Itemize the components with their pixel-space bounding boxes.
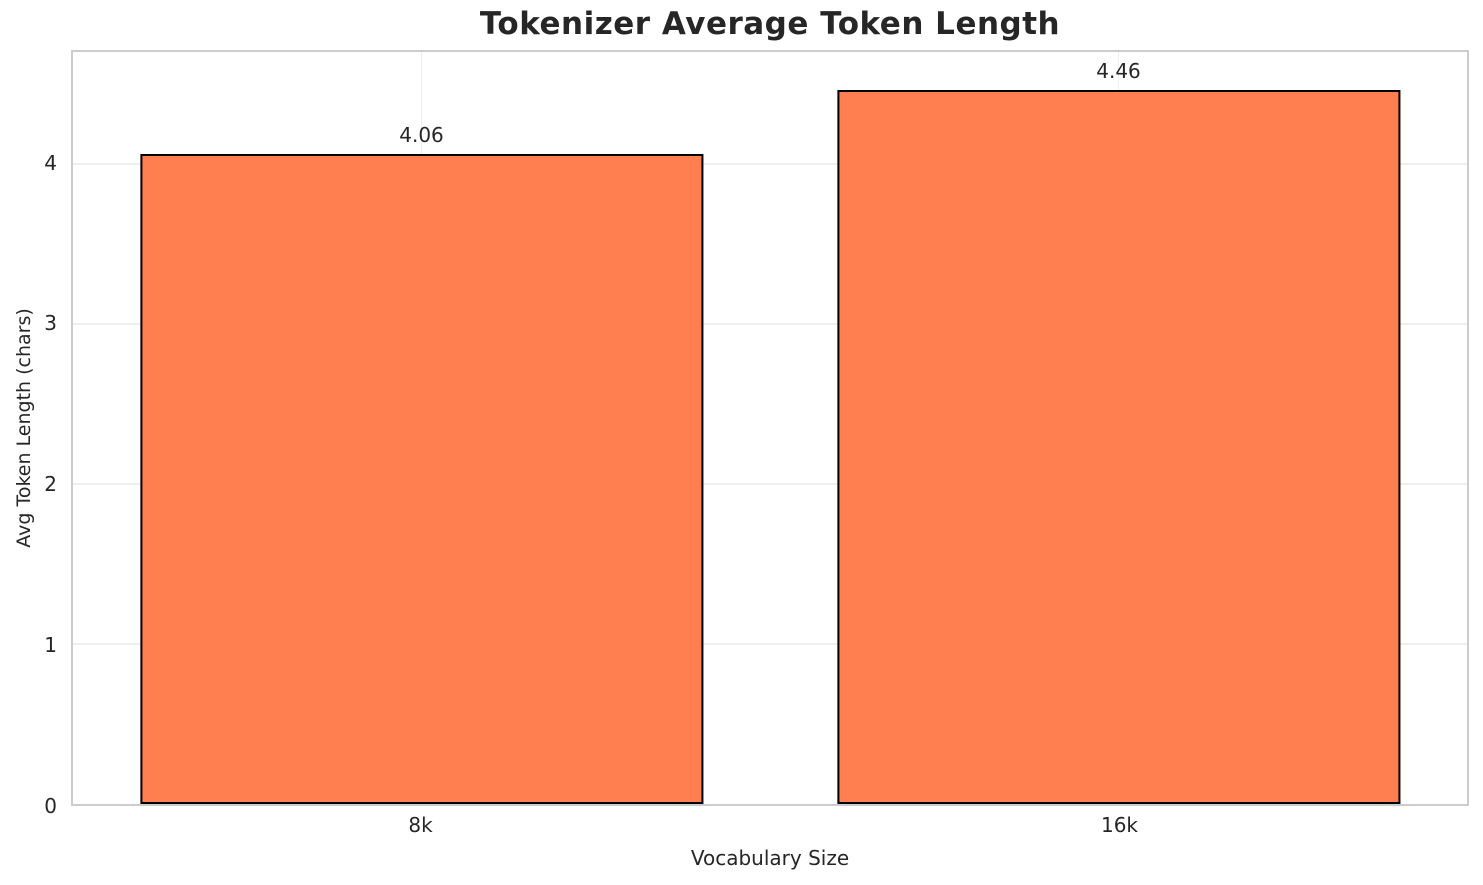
plot-area: 4.06 4.46 bbox=[71, 50, 1469, 806]
x-axis-label: Vocabulary Size bbox=[690, 846, 850, 870]
y-axis-label: Avg Token Length (chars) bbox=[13, 308, 35, 548]
y-tick-label: 4 bbox=[44, 150, 57, 175]
chart-title: Tokenizer Average Token Length bbox=[479, 6, 1061, 42]
y-tick-label: 0 bbox=[44, 794, 57, 818]
y-tick-label: 1 bbox=[44, 633, 57, 658]
gridline-horizontal bbox=[73, 163, 1467, 165]
bar-value-label: 4.46 bbox=[1096, 59, 1141, 84]
bar-16k bbox=[836, 90, 1401, 804]
y-tick-label: 3 bbox=[44, 311, 57, 336]
gridline-horizontal bbox=[73, 323, 1467, 325]
gridline-horizontal bbox=[73, 643, 1467, 645]
gridline-horizontal bbox=[73, 483, 1467, 485]
bar-8k bbox=[139, 154, 704, 804]
x-tick-label: 8k bbox=[408, 813, 433, 837]
bar-value-label: 4.06 bbox=[399, 123, 444, 148]
x-tick-label: 16k bbox=[1100, 813, 1139, 837]
y-tick-label: 2 bbox=[44, 472, 57, 497]
